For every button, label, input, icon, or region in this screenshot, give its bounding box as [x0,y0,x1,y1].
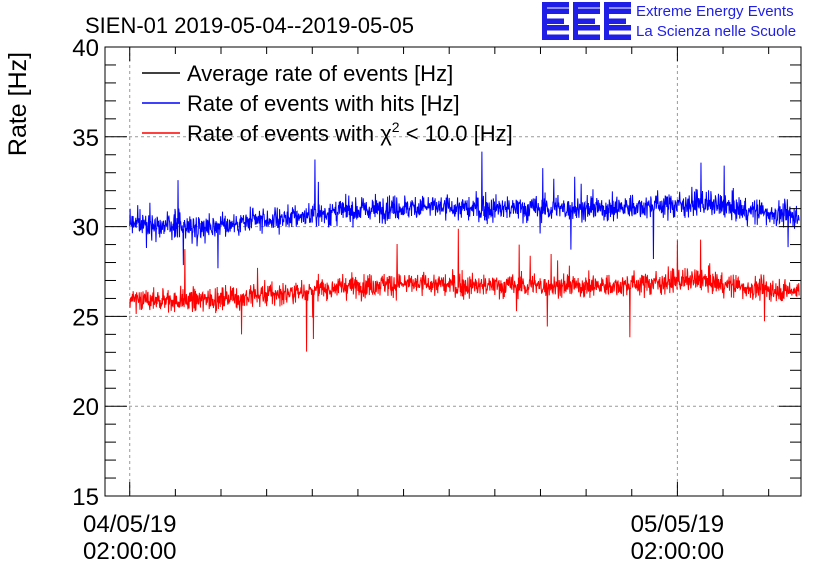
y-tick-label: 20 [72,394,99,421]
eee-logo-icon [542,2,631,40]
x-tick-date-label: 04/05/19 [83,511,176,538]
x-tick-time-label: 02:00:00 [631,538,724,565]
logo-text-line1: Extreme Energy Events [636,3,794,20]
y-tick-label: 30 [72,215,99,242]
y-tick-label: 40 [72,35,99,62]
tick-layer [105,46,801,497]
legend-entry: Rate of events with hits [Hz] [187,91,460,116]
y-tick-label: 25 [72,304,99,331]
chart-title: SIEN-01 2019-05-04--2019-05-05 [85,13,414,38]
series-line-chi2 [129,228,800,352]
logo-letter [542,2,569,40]
legend: Average rate of events [Hz] Rate of event… [142,61,513,146]
plot-frame [104,46,802,497]
series-line-hits [129,151,800,269]
legend-entry: Average rate of events [Hz] [187,61,453,86]
x-tick-time-label: 02:00:00 [83,538,176,565]
legend-entry: Rate of events with χ2 < 10.0 [Hz] [187,119,513,146]
logo-letter [604,2,631,40]
y-tick-label: 35 [72,125,99,152]
label-layer: 15202530354004/05/1902:00:0005/05/1902:0… [72,35,724,565]
x-tick-date-label: 05/05/19 [631,511,724,538]
logo-letter [573,2,600,40]
logo-text-line2: La Scienza nelle Scuole [636,23,797,40]
y-tick-label: 15 [72,484,99,511]
series-layer [129,151,800,352]
y-axis-label: Rate [Hz] [4,52,32,156]
